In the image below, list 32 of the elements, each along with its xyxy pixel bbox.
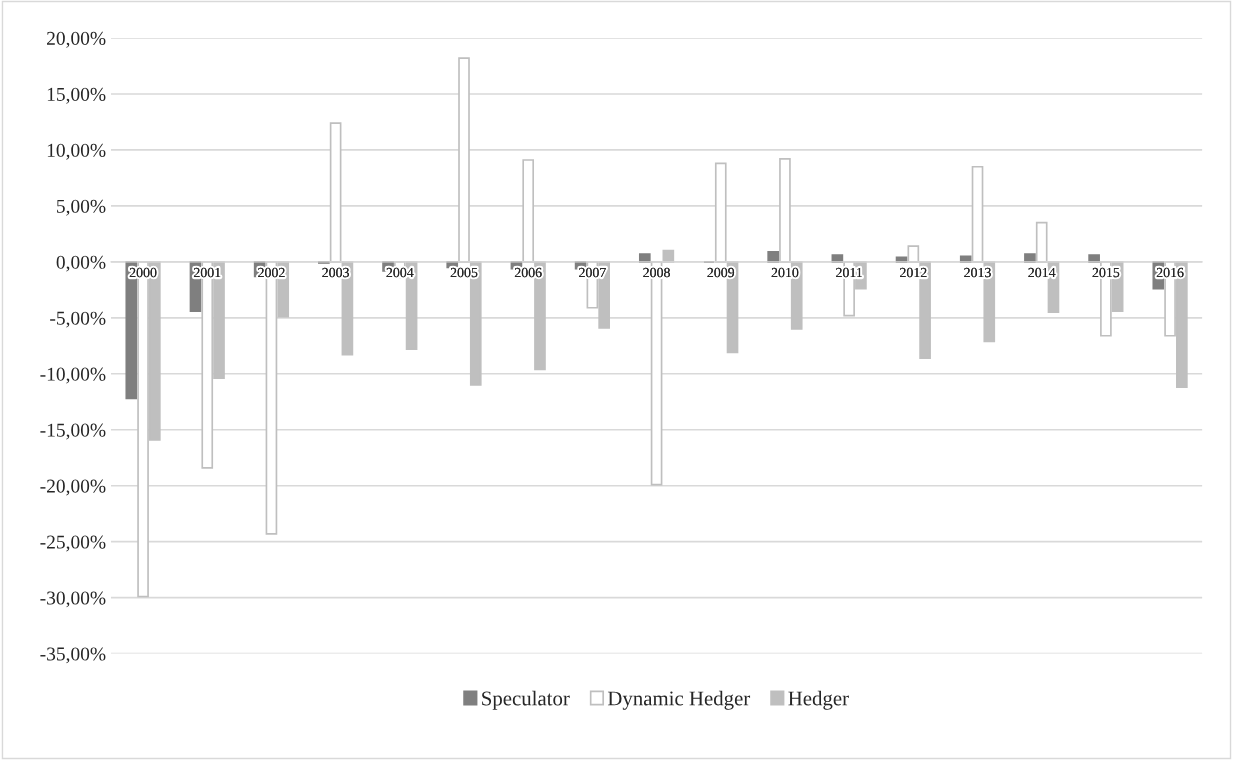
- x-tick-label: 2011: [836, 267, 862, 278]
- x-tick-label: 2005: [450, 267, 478, 278]
- y-tick-label: 15,00%: [47, 87, 106, 104]
- x-tick-label: 2015: [1092, 267, 1120, 278]
- x-tick-label: 2012: [900, 267, 927, 278]
- x-tick-label: 2006: [514, 267, 542, 278]
- x-tick-label: 2016: [1156, 267, 1184, 278]
- x-tick-label: 2008: [643, 267, 670, 278]
- y-tick-label: -25,00%: [40, 535, 106, 552]
- x-tick-label: 2001: [193, 267, 221, 278]
- legend-label: Speculator: [482, 690, 570, 710]
- y-tick-label: -15,00%: [40, 423, 106, 440]
- y-tick-label: -20,00%: [40, 479, 106, 496]
- y-tick-label: -5,00%: [50, 311, 106, 328]
- legend-label: Hedger: [788, 690, 849, 710]
- x-tick-label: 2013: [964, 267, 991, 278]
- y-tick-label: 10,00%: [47, 143, 106, 160]
- x-tick-label: 2014: [1028, 267, 1056, 278]
- y-tick-label: -10,00%: [40, 367, 106, 384]
- legend-label: Dynamic Hedger: [607, 690, 751, 710]
- y-tick-label: -30,00%: [40, 591, 106, 608]
- x-tick-label: 2004: [386, 267, 414, 278]
- y-tick-label: 5,00%: [57, 199, 106, 216]
- x-tick-label: 2007: [579, 267, 606, 278]
- y-tick-label: 0,00%: [56, 255, 106, 272]
- x-tick-label: 2009: [707, 267, 735, 278]
- x-tick-label: 2002: [258, 267, 285, 278]
- y-tick-label: 20,00%: [47, 31, 106, 48]
- x-tick-label: 2003: [322, 267, 349, 278]
- x-tick-label: 2010: [771, 267, 799, 278]
- y-tick-label: -35,00%: [40, 647, 106, 664]
- x-tick-label: 2000: [129, 267, 157, 278]
